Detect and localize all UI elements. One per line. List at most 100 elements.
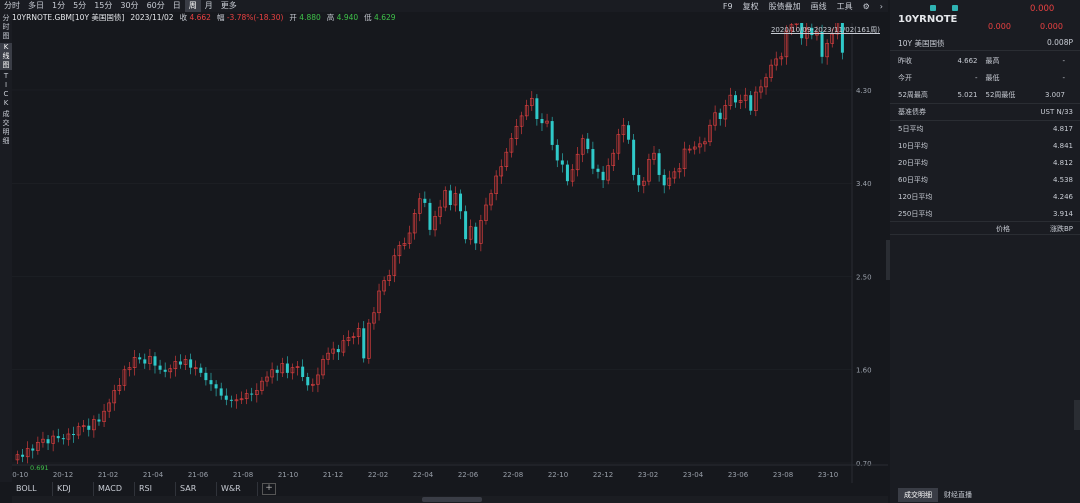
- open-value: 4.880: [299, 13, 321, 22]
- candle-up: [331, 348, 336, 354]
- period-7[interactable]: 日: [172, 1, 181, 10]
- x-tick-label: 23-10: [818, 471, 838, 479]
- period-10[interactable]: 更多: [220, 1, 237, 10]
- period-4[interactable]: 15分: [94, 1, 113, 10]
- candle-down: [138, 357, 142, 360]
- chevron-right-icon[interactable]: ›: [879, 1, 883, 11]
- indicator-1[interactable]: KDJ: [53, 482, 94, 496]
- period-3[interactable]: 5分: [73, 1, 87, 10]
- candle-down: [204, 372, 208, 381]
- panel-tab-0[interactable]: 成交明细: [898, 488, 938, 502]
- average-row: 60日平均 4.538: [898, 171, 1073, 188]
- view-tab-0[interactable]: 分 时 图: [2, 14, 10, 40]
- period-1[interactable]: 多日: [28, 1, 44, 10]
- candle-up: [580, 138, 585, 155]
- kline-chart[interactable]: 4.30 3.40 2.50 1.60 0.70 20-10 20-12 21-02 21-04…: [8, 10, 888, 483]
- view-tab-3[interactable]: 成 交 明 细: [2, 110, 10, 145]
- candle-up: [326, 352, 330, 360]
- toolbar-item-3[interactable]: 画线: [810, 1, 827, 11]
- average-value: 3.914: [1052, 209, 1073, 218]
- candle-up: [66, 433, 71, 440]
- candle-up: [438, 206, 442, 217]
- candle-down: [591, 149, 595, 169]
- y-tick-label: 4.30: [856, 87, 872, 95]
- candle-up: [514, 125, 519, 139]
- stat-label: 最低: [985, 73, 1000, 82]
- candle-up: [412, 212, 417, 234]
- range-label[interactable]: 2020/10/09-2023/11/02(161周): [770, 26, 880, 34]
- gear-icon[interactable]: ⚙: [862, 1, 870, 11]
- panel-collapse-handle[interactable]: [886, 240, 892, 280]
- x-tick-label: 22-02: [368, 471, 388, 479]
- average-value: 4.817: [1052, 124, 1073, 133]
- teal-square-icon: [952, 5, 958, 11]
- candle-up: [606, 165, 610, 181]
- view-tab-2[interactable]: T I C K: [3, 72, 9, 107]
- candle-down: [153, 356, 157, 366]
- candle-down: [474, 226, 478, 244]
- candle-down: [199, 367, 203, 373]
- panel-edge-handle[interactable]: [1074, 400, 1080, 430]
- candle-up: [677, 168, 682, 173]
- indicator-0[interactable]: BOLL: [12, 482, 53, 496]
- x-tick-label: 21-02: [98, 471, 118, 479]
- candle-up: [51, 435, 55, 444]
- candle-up: [784, 30, 789, 58]
- average-label: 20日平均: [898, 158, 928, 167]
- candle-down: [637, 174, 641, 186]
- average-label: 120日平均: [898, 192, 933, 201]
- candle-down: [285, 363, 289, 373]
- candle-down: [306, 377, 310, 386]
- candle-up: [484, 204, 488, 221]
- symbol-label: 10YRNOTE.GBM[10Y 美国国债]: [12, 13, 125, 22]
- bond-label: 基准债券: [898, 107, 926, 116]
- candle-down: [820, 31, 824, 57]
- candle-up: [708, 124, 712, 143]
- indicator-3[interactable]: RSI: [135, 482, 176, 496]
- change-value: -3.78%(-18.30): [226, 13, 284, 22]
- candle-up: [723, 105, 728, 120]
- candle-down: [163, 369, 167, 372]
- panel-tab-1[interactable]: 财经直播: [944, 491, 972, 499]
- candle-down: [840, 17, 844, 53]
- candle-up: [524, 105, 529, 117]
- add-indicator-button[interactable]: +: [262, 483, 276, 495]
- toolbar-item-0[interactable]: F9: [722, 1, 733, 11]
- y-tick-label: 3.40: [856, 180, 872, 188]
- average-row: 5日平均 4.817: [898, 120, 1073, 137]
- chart-scrollbar[interactable]: [12, 496, 888, 503]
- candle-down: [586, 138, 590, 150]
- period-8[interactable]: 周: [184, 0, 201, 12]
- candle-up: [743, 94, 748, 101]
- period-2[interactable]: 1分: [52, 1, 66, 10]
- stat-value: 5.021: [957, 90, 978, 99]
- bond-row: 基准债券 UST N/33: [898, 103, 1073, 120]
- stat-value: -: [1062, 73, 1065, 82]
- view-tab-1[interactable]: K 线 图: [0, 43, 12, 70]
- period-6[interactable]: 60分: [146, 1, 165, 10]
- scroll-thumb[interactable]: [422, 497, 482, 502]
- teal-square-icon: [930, 5, 936, 11]
- toolbar-item-4[interactable]: 工具: [836, 1, 853, 11]
- close-value: 4.662: [189, 13, 211, 22]
- stat-label: 52周最低: [985, 90, 1016, 99]
- indicator-2[interactable]: MACD: [94, 482, 135, 496]
- candle-up: [346, 337, 351, 342]
- period-9[interactable]: 月: [204, 1, 213, 10]
- candle-down: [565, 164, 569, 182]
- period-0[interactable]: 分时: [4, 1, 20, 10]
- candle-down: [31, 448, 35, 451]
- toolbar-item-1[interactable]: 复权: [742, 1, 759, 11]
- candle-up: [494, 175, 498, 194]
- indicator-5[interactable]: W&R: [217, 482, 258, 496]
- toolbar-item-2[interactable]: 股债叠加: [768, 1, 801, 11]
- candle-down: [61, 438, 65, 440]
- bond-value: UST N/33: [1040, 107, 1073, 116]
- candle-up: [392, 255, 397, 276]
- average-value: 4.246: [1052, 192, 1073, 201]
- candle-down: [209, 380, 213, 385]
- candle-up: [41, 438, 45, 443]
- indicator-4[interactable]: SAR: [176, 482, 217, 496]
- candle-down: [97, 419, 101, 422]
- period-5[interactable]: 30分: [120, 1, 139, 10]
